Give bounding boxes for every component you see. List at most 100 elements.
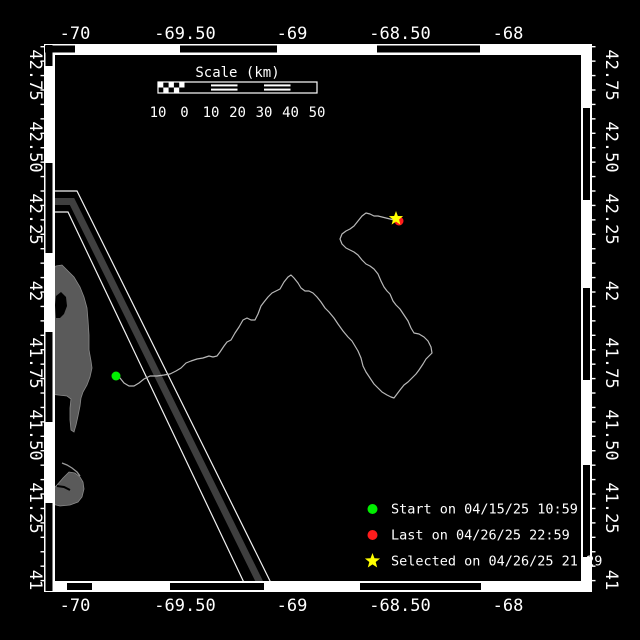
drifter-track-line[interactable] (115, 212, 433, 399)
lane-lower-line (50, 211, 249, 591)
lat-label-right: 42.50 (601, 121, 621, 172)
start-marker[interactable] (111, 371, 121, 381)
scale-tick-label: 10 (150, 105, 167, 121)
minor-tick (40, 219, 44, 221)
lat-label-left: 42.25 (25, 193, 45, 244)
minor-tick (592, 493, 596, 495)
minor-tick (592, 392, 596, 394)
minor-tick (592, 551, 596, 553)
minor-tick (40, 334, 44, 336)
lon-label-bottom: -69.50 (154, 596, 215, 616)
legend-label: Selected on 04/26/25 21:29 (391, 554, 602, 570)
minor-tick (592, 320, 596, 322)
minor-tick (40, 363, 44, 365)
minor-tick (592, 579, 596, 582)
minor-tick (592, 204, 596, 207)
minor-tick (592, 349, 596, 351)
axis-ticks (40, 46, 596, 582)
minor-tick (592, 147, 596, 149)
scale-stripe (264, 88, 291, 91)
minor-tick (40, 132, 44, 134)
minor-tick (40, 406, 44, 409)
minor-tick (40, 74, 44, 77)
minor-tick (40, 175, 44, 178)
scale-bar-title: Scale (km) (195, 65, 279, 81)
minor-tick (592, 305, 596, 308)
zebra-segment (45, 45, 75, 53)
minor-tick (592, 175, 596, 178)
minor-tick (40, 435, 44, 438)
minor-tick (40, 147, 44, 149)
zebra-segment (180, 45, 277, 53)
scale-checker-cell (179, 82, 185, 88)
minor-tick (592, 219, 596, 221)
minor-tick (40, 392, 44, 394)
scale-checker-cell (168, 82, 174, 88)
minor-tick (592, 435, 596, 438)
lat-label-left: 41.25 (25, 482, 45, 533)
minor-tick (592, 450, 596, 452)
island-notch (56, 485, 71, 491)
zebra-segment (67, 583, 92, 590)
selected-marker[interactable] (388, 211, 404, 225)
minor-tick (40, 565, 44, 567)
minor-tick (40, 118, 44, 120)
minor-tick (40, 349, 44, 351)
coast-spit-line (61, 462, 81, 477)
zebra-segment (45, 503, 53, 591)
minor-tick (40, 89, 44, 91)
minor-tick (592, 262, 596, 264)
minor-tick (592, 118, 596, 120)
lat-label-right: 42.75 (601, 49, 621, 100)
legend-label: Start on 04/15/25 10:59 (391, 502, 578, 518)
lon-label-bottom: -68.50 (369, 596, 430, 616)
zebra-segment (583, 465, 590, 557)
minor-tick (40, 493, 44, 495)
minor-tick (40, 536, 44, 539)
minor-tick (592, 291, 596, 293)
scale-checker-cell (158, 82, 164, 88)
map-border (44, 44, 592, 592)
lon-label-bottom: -70 (60, 596, 91, 616)
lat-label-left: 41 (25, 570, 45, 590)
border-bottom (44, 581, 592, 592)
scale-tick-label: 50 (309, 105, 326, 121)
harbor-inlet (55, 292, 67, 318)
minor-tick (592, 565, 596, 567)
minor-tick (40, 450, 44, 452)
lon-label-top: -68.50 (369, 24, 430, 44)
shipping-lane (50, 190, 276, 591)
minor-tick (592, 74, 596, 77)
scale-stripe (211, 84, 238, 87)
lat-label-left: 42 (25, 281, 45, 301)
axis-labels: -70 -70 -69.50 -69.50 -69 -69 -68.50 -68.50 -68 -… (25, 24, 621, 616)
minor-tick (40, 305, 44, 308)
scale-checker-cell (163, 87, 169, 93)
minor-tick (592, 478, 596, 481)
lon-label-bottom: -68 (493, 596, 524, 616)
zebra-segment (45, 332, 53, 422)
track-markers[interactable] (111, 211, 404, 381)
minor-tick (40, 522, 44, 524)
minor-tick (40, 262, 44, 264)
minor-tick (40, 579, 44, 582)
drifter-track[interactable] (115, 212, 433, 399)
lat-label-left: 42.75 (25, 49, 45, 100)
minor-tick (592, 464, 596, 466)
minor-tick (40, 204, 44, 207)
lat-label-left: 41.75 (25, 337, 45, 388)
lat-label-left: 41.50 (25, 409, 45, 460)
minor-tick (592, 89, 596, 91)
scale-tick-label: 40 (282, 105, 299, 121)
zebra-segment (377, 45, 480, 53)
minor-tick (592, 60, 596, 62)
legend-last-icon (367, 530, 378, 540)
scale-tick-label: 30 (256, 105, 273, 121)
border-left (44, 44, 55, 592)
minor-tick (40, 190, 44, 192)
minor-tick (40, 276, 44, 279)
coastline-layer (50, 264, 93, 507)
scale-bar: Scale (km) 10 0 10 20 30 40 50 (150, 65, 326, 121)
